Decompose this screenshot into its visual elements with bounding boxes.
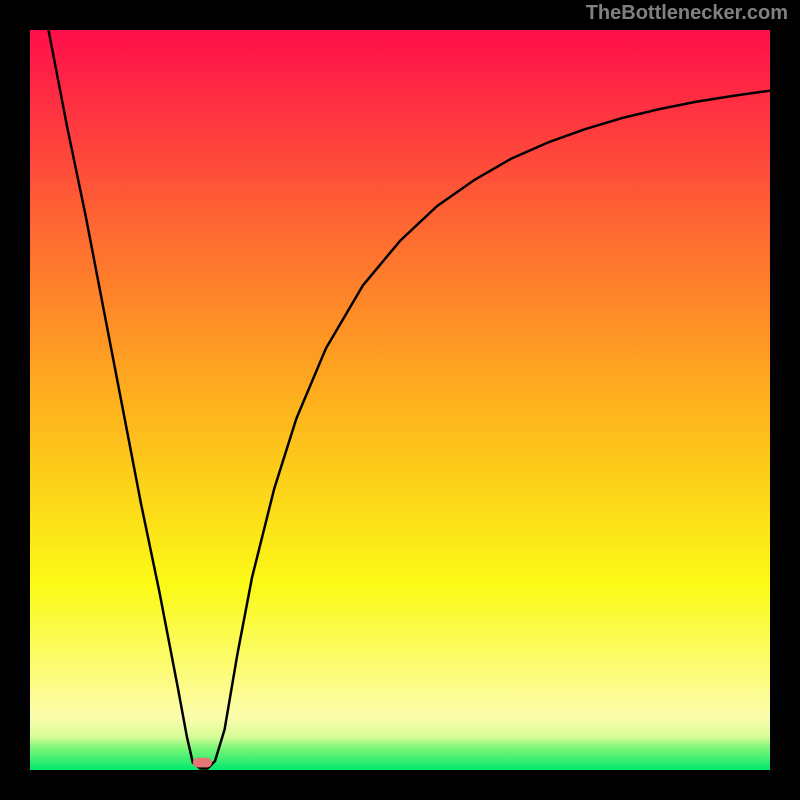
chart-container: TheBottlenecker.com [0,0,800,800]
plot-background [30,30,770,770]
bottleneck-chart [0,0,800,800]
optimum-marker [193,758,212,768]
